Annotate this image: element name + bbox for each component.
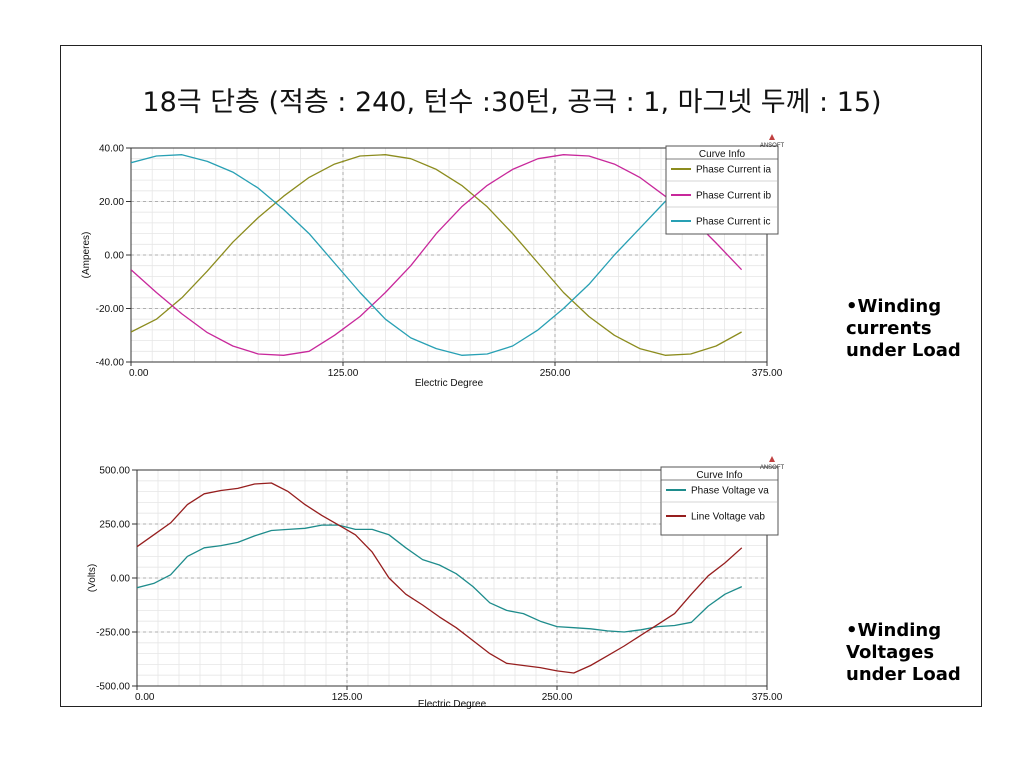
legend-entry: Line Voltage vab (691, 512, 765, 523)
chart-currents: 40.00 20.00 0.00 -20.00 -40.00 0.00 125.00 250.… (81, 134, 784, 389)
legend-entry: Phase Current ia (696, 165, 771, 176)
legend-box (665, 145, 779, 235)
ansoft-logo-icon (769, 134, 775, 140)
series-line-line-voltage-vab (137, 482, 743, 674)
y-tick-label: 0.00 (111, 574, 131, 585)
x-tick-label: 250.00 (540, 368, 571, 379)
series-line-phase-voltage-va (137, 524, 743, 633)
x-tick-label: 125.00 (328, 368, 359, 379)
legend-box (660, 466, 779, 536)
legend-title: Curve Info (696, 470, 743, 481)
y-axis-label: (Volts) (87, 564, 98, 592)
y-tick-label: 20.00 (99, 197, 124, 208)
note-line: •Winding (846, 620, 942, 641)
y-tick-label: 0.00 (105, 251, 125, 262)
series-line-phase-current-ib (131, 154, 743, 356)
y-axis-label: (Amperes) (81, 232, 92, 279)
x-tick-label: 250.00 (542, 692, 573, 703)
chart-voltages: 500.00 250.00 0.00 -250.00 -500.00 0.00 125.00… (87, 456, 784, 710)
x-tick-label: 0.00 (135, 692, 155, 703)
note-line: currents (846, 318, 932, 339)
note-winding-voltages: •Winding Voltages under Load (846, 620, 961, 686)
y-tick-label: 40.00 (99, 144, 124, 155)
note-line: Voltages (846, 642, 935, 663)
slide-title: 18극 단층 (적층 : 240, 턴수 :30턴, 공극 : 1, 마그넷 두… (142, 87, 882, 118)
brand-label: ANSOFT (760, 143, 785, 149)
ansoft-logo-icon (769, 456, 775, 462)
y-tick-label: -20.00 (96, 304, 125, 315)
legend-entry: Phase Current ib (696, 191, 771, 202)
y-tick-label: -250.00 (96, 628, 130, 639)
legend-title: Curve Info (699, 149, 746, 160)
x-tick-label: 125.00 (332, 692, 363, 703)
x-tick-label: 0.00 (129, 368, 149, 379)
brand-label: ANSOFT (760, 465, 785, 471)
x-tick-label: 375.00 (752, 368, 783, 379)
y-tick-label: 500.00 (99, 466, 130, 477)
x-axis-label: Electric Degree (415, 378, 484, 389)
note-winding-currents: •Winding currents under Load (846, 296, 961, 362)
x-tick-label: 375.00 (752, 692, 783, 703)
series-line-phase-current-ic (131, 154, 742, 356)
legend-entry: Phase Current ic (696, 217, 770, 228)
x-axis-label: Electric Degree (418, 699, 487, 710)
y-tick-label: -40.00 (96, 358, 125, 369)
y-tick-label: -500.00 (96, 682, 130, 693)
note-line: under Load (846, 340, 961, 361)
slide-frame (60, 45, 982, 707)
note-line: under Load (846, 664, 961, 685)
series-line-phase-current-ia (131, 154, 742, 356)
note-line: •Winding (846, 296, 942, 317)
legend-entry: Phase Voltage va (691, 486, 769, 497)
y-tick-label: 250.00 (99, 520, 130, 531)
